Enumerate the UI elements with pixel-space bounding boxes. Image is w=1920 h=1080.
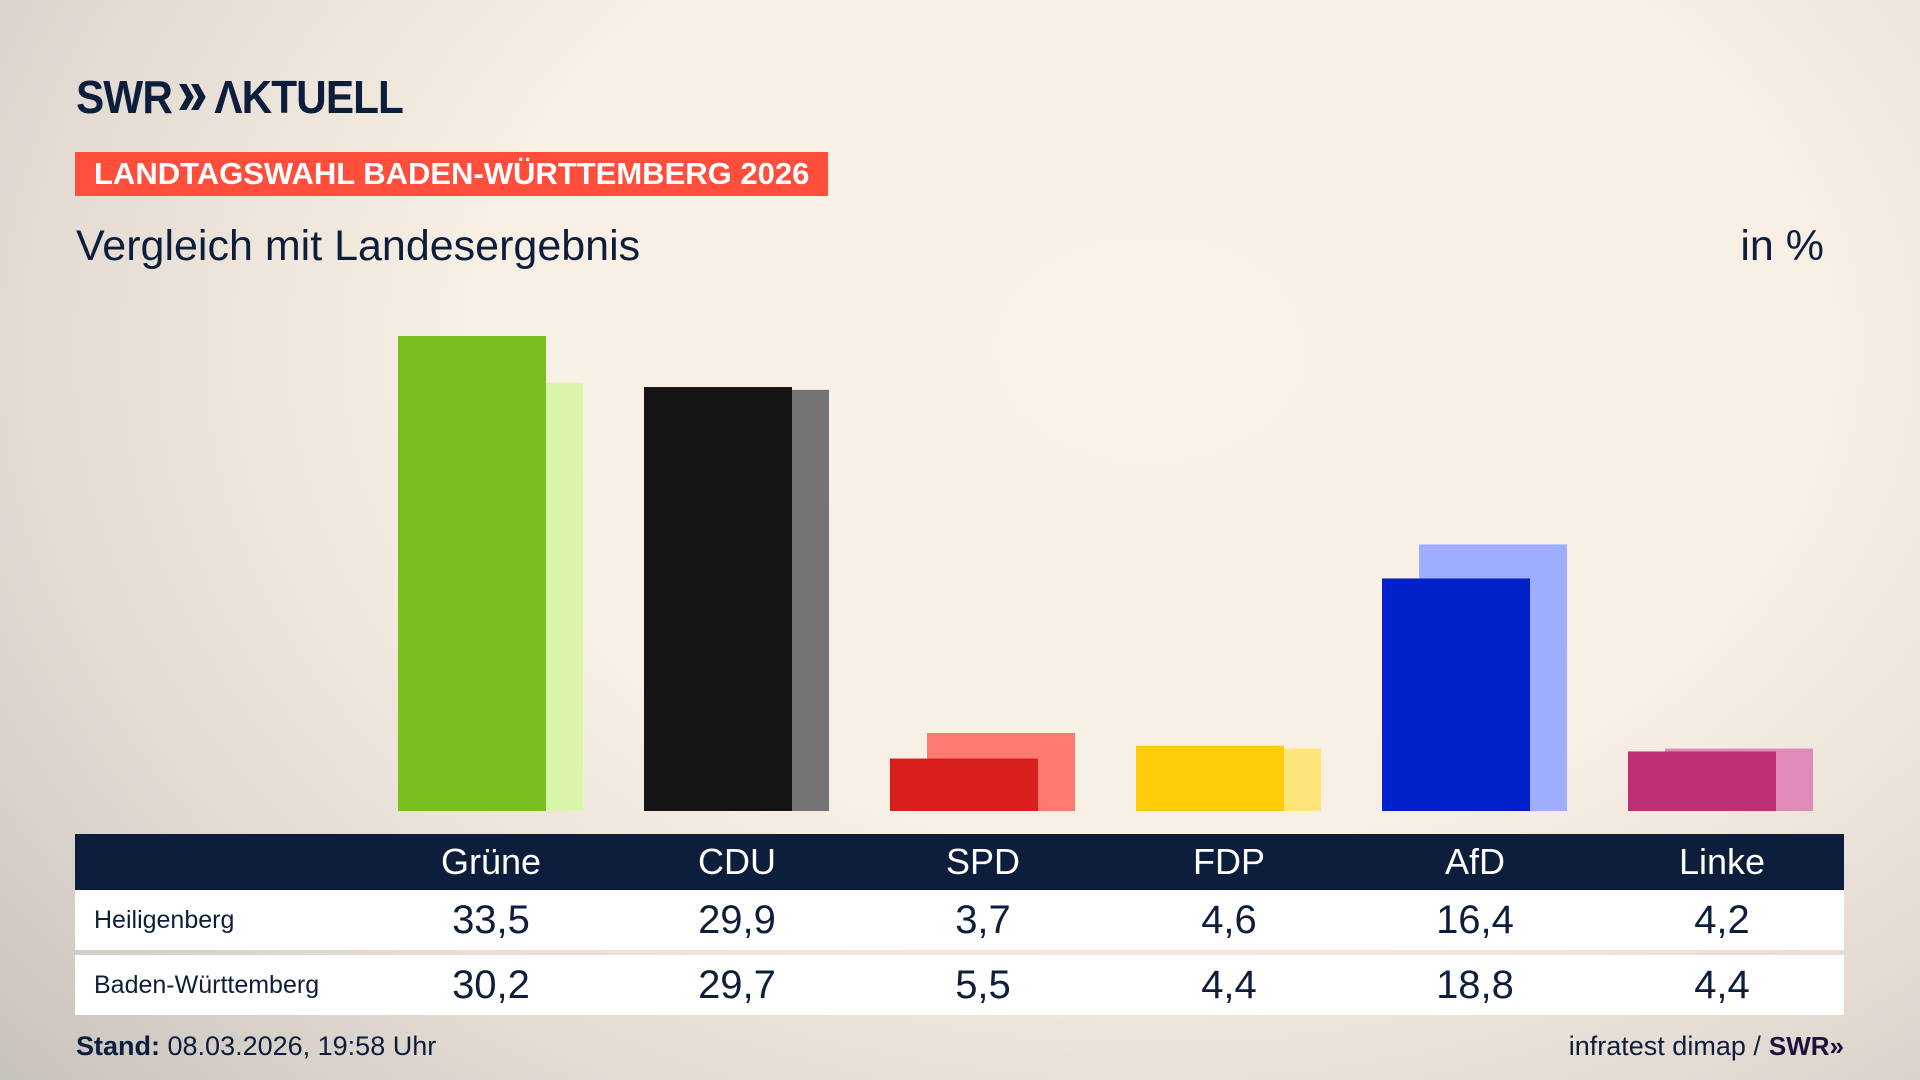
stand-value: 08.03.2026, 19:58 Uhr <box>167 1031 437 1061</box>
table-cell: 29,9 <box>698 898 776 942</box>
header-gruene: Grüne <box>440 841 542 882</box>
row-label: Heiligenberg <box>94 906 235 934</box>
bar-linke-heiligenberg <box>1628 751 1776 811</box>
election-banner: LANDTAGSWAHL BADEN-WÜRTTEMBERG 2026 <box>75 152 829 196</box>
bar-spd-heiligenberg <box>890 758 1038 811</box>
row-label: Baden-Württemberg <box>94 971 320 999</box>
logo-aktuell: ΛKTUELL <box>214 71 404 123</box>
swr-logo-text: SWR <box>1768 1031 1830 1061</box>
logo-swr: SWR <box>76 71 173 123</box>
table-cell: 29,7 <box>698 963 776 1007</box>
source-credit: infratest dimap / SWR» <box>1569 1031 1844 1062</box>
bar-fdp-heiligenberg <box>1136 745 1284 811</box>
results-table: Grüne CDU SPD FDP AfD Linke Heiligenberg… <box>75 834 1844 1015</box>
table-cell: 3,7 <box>955 898 1011 942</box>
table-cell: 16,4 <box>1436 898 1514 942</box>
chart-subtitle: Vergleich mit Landesergebnis <box>76 222 641 270</box>
timestamp: Stand: 08.03.2026, 19:58 Uhr <box>76 1031 436 1062</box>
table-cell: 30,2 <box>452 963 530 1007</box>
bar-cdu-heiligenberg <box>644 387 792 811</box>
table-cell: 4,6 <box>1201 898 1257 942</box>
table-header: Grüne CDU SPD FDP AfD Linke <box>75 834 1844 890</box>
table-row: Heiligenberg 33,5 29,9 3,7 4,6 16,4 4,2 <box>75 890 1844 950</box>
table-cell: 4,4 <box>1694 963 1750 1007</box>
header-linke: Linke <box>1678 841 1766 882</box>
swr-aktuell-logo: SWR ΛKTUELL <box>76 70 404 124</box>
header-spd: SPD <box>945 841 1021 882</box>
table-cell: 5,5 <box>955 963 1011 1007</box>
source-text: infratest dimap / <box>1568 1031 1761 1061</box>
unit-label: in % <box>1740 222 1824 270</box>
stand-label: Stand: <box>76 1031 160 1061</box>
header-afd: AfD <box>1444 841 1505 882</box>
double-chevron-icon <box>179 84 207 110</box>
table-row: Baden-Württemberg 30,2 29,7 5,5 4,4 18,8… <box>75 955 1844 1015</box>
table-cell: 4,2 <box>1694 898 1750 942</box>
bar-afd-heiligenberg <box>1382 578 1530 811</box>
table-cell: 18,8 <box>1436 963 1514 1007</box>
bar-grüne-heiligenberg <box>398 336 546 811</box>
table-cell: 4,4 <box>1201 963 1257 1007</box>
swr-logo-small: SWR» <box>1768 1031 1844 1061</box>
header-cdu: CDU <box>698 841 776 882</box>
header-fdp: FDP <box>1193 841 1265 882</box>
table-cell: 33,5 <box>452 898 530 942</box>
